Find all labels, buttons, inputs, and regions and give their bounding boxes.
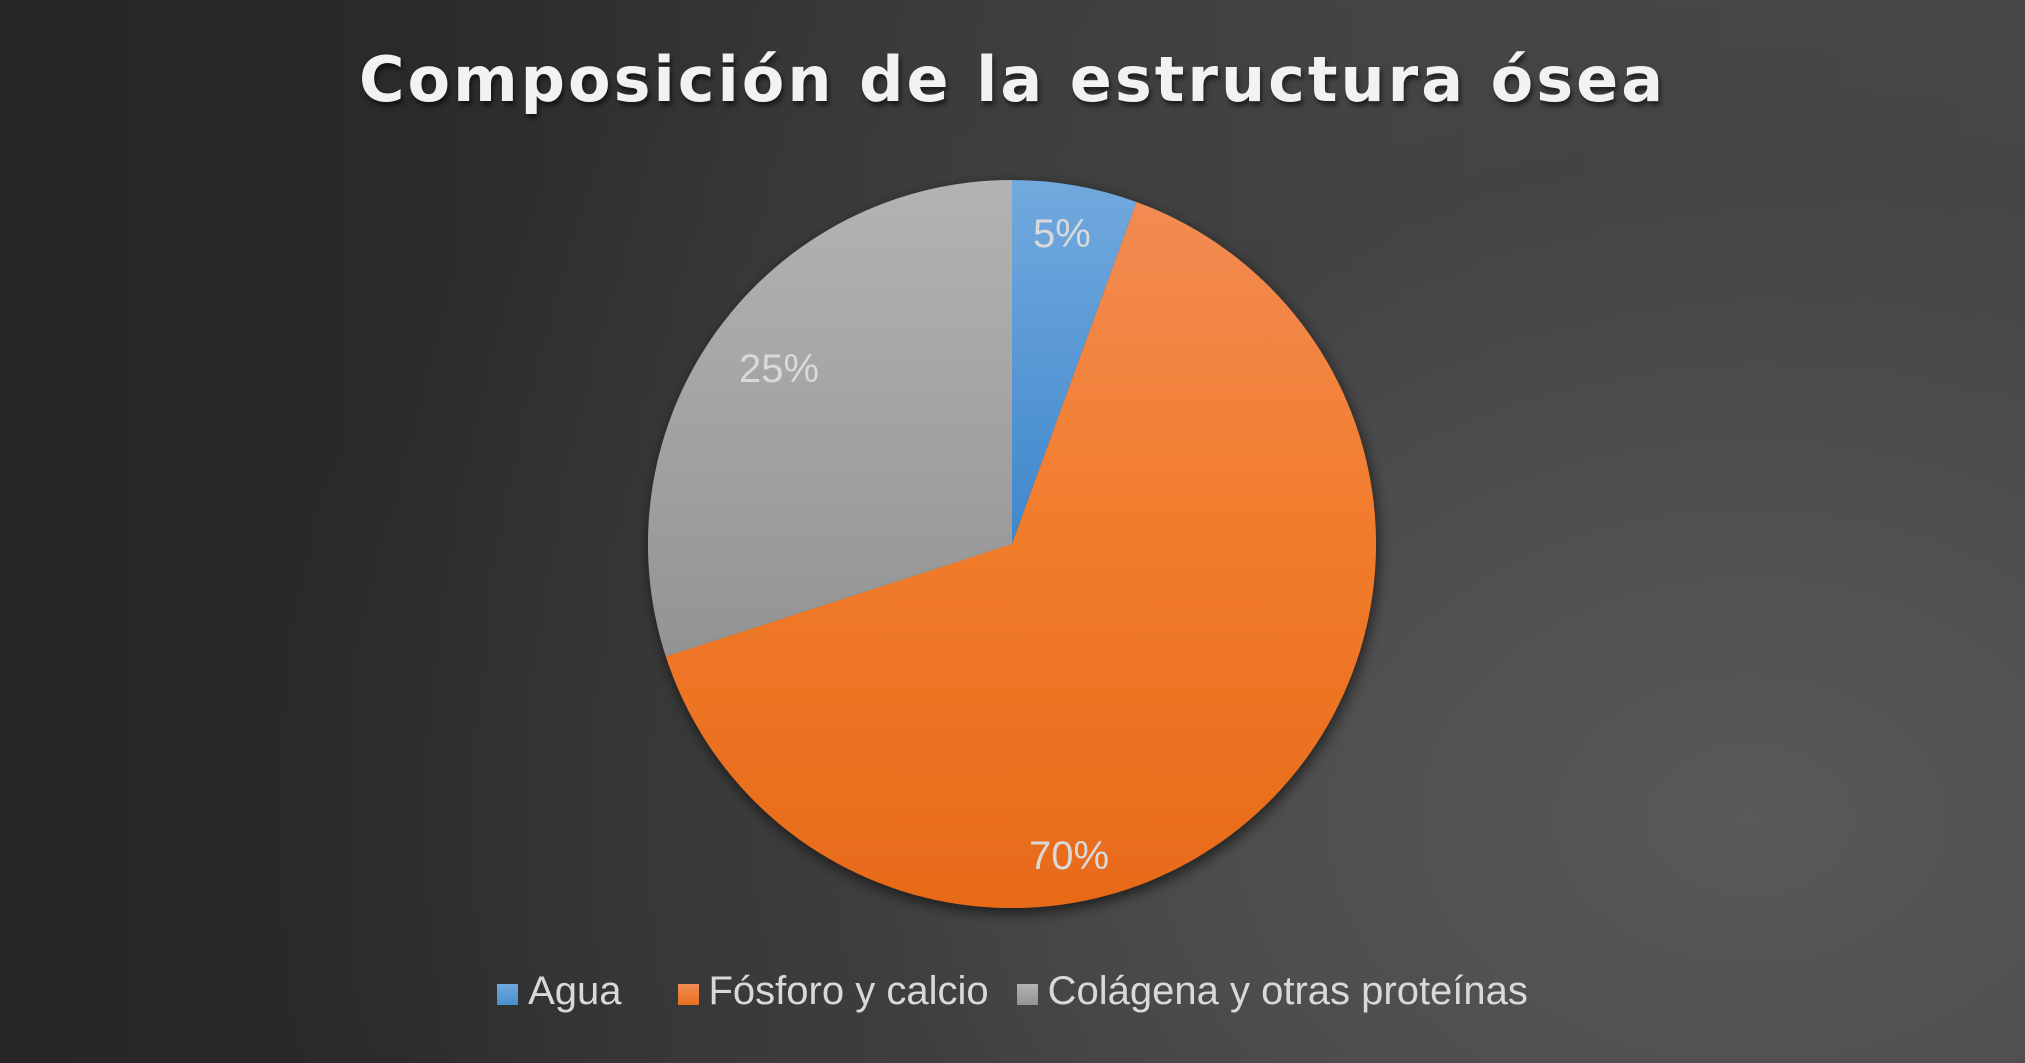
data-label-colagena: 25% [739,347,820,391]
chart-title: Composición de la estructura ósea [358,43,1667,116]
legend-label: Colágena y otras proteínas [1047,969,1528,1013]
pie-slice-colagena[interactable] [647,179,1012,657]
chart-legend: Agua Fósforo y calcio Colágena y otras p… [0,968,2025,1014]
legend-swatch-icon [1016,983,1038,1005]
legend-swatch-icon [677,983,699,1005]
pie-slice-agua[interactable] [1012,180,1137,544]
legend-item-fosforo-y-calcio[interactable]: Fósforo y calcio [677,968,989,1014]
data-label-agua: 5% [1033,212,1091,256]
legend-label: Agua [528,969,622,1013]
legend-item-agua[interactable]: Agua [497,968,622,1014]
legend-label: Fósforo y calcio [708,969,989,1013]
data-label-fosforo-y-calcio: 70% [1029,834,1110,878]
pie-slice-fosforo-y-calcio[interactable] [665,202,1376,909]
legend-swatch-icon [497,983,519,1005]
legend-item-colagena[interactable]: Colágena y otras proteínas [1016,968,1528,1014]
